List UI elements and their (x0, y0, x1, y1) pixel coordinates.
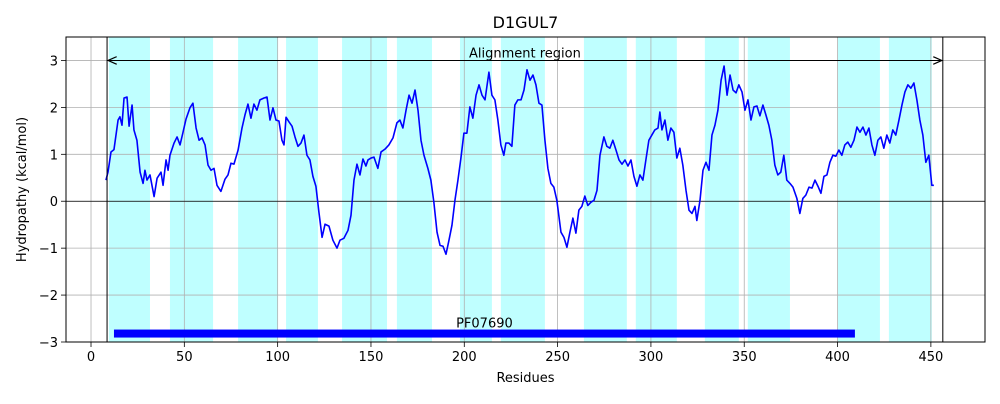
y-tick-label: −3 (39, 336, 58, 351)
shaded-region (888, 37, 932, 342)
x-tick-label: 100 (265, 350, 290, 365)
plot-frame (65, 36, 986, 343)
y-tick-label: 3 (50, 54, 58, 69)
x-tick-label: 200 (452, 350, 477, 365)
shaded-region (396, 37, 432, 342)
shaded-region (635, 37, 677, 342)
y-tick-label: −2 (39, 289, 58, 304)
x-tick-label: 250 (545, 350, 570, 365)
x-tick-label: 50 (176, 350, 193, 365)
y-tick-label: −1 (39, 242, 58, 257)
domain-label: PF07690 (456, 317, 513, 332)
shaded-region (238, 37, 279, 342)
plot-area: 0 50 100 150 200 250 300 350 400 450 −3 −2 −1 0 1 2 3 Ali… (39, 36, 986, 365)
shaded-region (747, 37, 790, 342)
shaded-region (704, 37, 739, 342)
chart-title: D1GUL7 (493, 13, 559, 32)
shaded-region (837, 37, 880, 342)
x-tick-label: 300 (639, 350, 664, 365)
y-tick-label: 2 (50, 101, 58, 116)
domain-bar (113, 329, 855, 338)
shaded-region (108, 37, 150, 342)
shaded-region (583, 37, 627, 342)
y-tick-label: 1 (50, 148, 58, 163)
x-tick-label: 150 (359, 350, 384, 365)
y-axis-label: Hydropathy (kcal/mol) (15, 117, 30, 262)
shaded-region (169, 37, 214, 342)
x-tick-label: 450 (918, 350, 943, 365)
y-tick-label: 0 (50, 195, 58, 210)
shaded-region (500, 37, 545, 342)
shaded-region (342, 37, 388, 342)
x-axis-label: Residues (496, 371, 554, 386)
x-tick-label: 0 (87, 350, 95, 365)
shaded-region (286, 37, 318, 342)
x-tick-label: 350 (732, 350, 757, 365)
x-tick-label: 400 (825, 350, 850, 365)
hydropathy-line (105, 65, 934, 256)
alignment-label: Alignment region (469, 46, 581, 61)
